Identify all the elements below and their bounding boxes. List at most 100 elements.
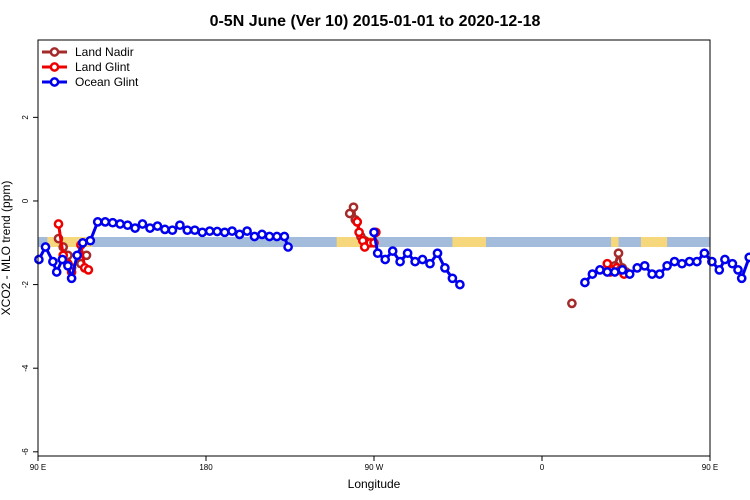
data-point	[189, 225, 200, 236]
y-tick-label: -2	[21, 280, 30, 288]
x-tick-label: 90 E	[702, 463, 718, 472]
data-point	[122, 220, 133, 231]
x-tick-label: 90 E	[30, 463, 46, 472]
data-point	[145, 223, 155, 233]
data-point	[115, 219, 125, 229]
data-point	[257, 229, 267, 240]
data-point	[348, 202, 359, 213]
data-point	[677, 258, 687, 269]
data-point	[669, 256, 680, 267]
data-point	[53, 219, 64, 229]
data-point	[733, 265, 743, 275]
data-point	[175, 220, 185, 231]
data-point	[617, 265, 628, 275]
data-point	[283, 242, 293, 252]
data-point	[380, 254, 391, 265]
data-point	[63, 260, 73, 271]
data-point	[567, 298, 577, 309]
data-point	[432, 248, 443, 259]
y-axis: 2 0 -2 -4 -6	[21, 115, 38, 455]
data-point	[100, 217, 111, 227]
data-point	[219, 227, 230, 238]
data-point	[160, 224, 170, 235]
data-point	[66, 273, 77, 284]
legend-entry-ocean-glint: Ocean Glint	[42, 75, 139, 89]
legend-entry-land-nadir: Land Nadir	[42, 45, 134, 59]
data-point	[234, 229, 245, 240]
legend-label: Land Nadir	[75, 45, 134, 59]
data-point	[279, 231, 290, 242]
legend-swatch-marker	[49, 77, 60, 87]
chart-title: 0-5N June (Ver 10) 2015-01-01 to 2020-12…	[210, 13, 541, 30]
data-point	[595, 265, 605, 275]
data-point	[40, 242, 51, 252]
data-point	[167, 225, 178, 236]
legend-label: Land Glint	[75, 60, 130, 74]
data-point	[57, 254, 68, 265]
data-point	[77, 237, 88, 248]
data-point	[714, 265, 725, 275]
data-point	[85, 235, 96, 246]
data-point	[354, 227, 364, 238]
data-point	[402, 248, 413, 259]
data-point	[107, 217, 118, 228]
y-tick-label: 0	[21, 198, 30, 203]
x-tick-label: 0	[540, 463, 545, 472]
data-point	[662, 260, 672, 271]
series-ocean-glint	[34, 217, 750, 290]
data-point	[34, 254, 44, 265]
data-point	[227, 226, 237, 236]
data-point	[692, 256, 702, 267]
data-point	[182, 225, 193, 236]
y-tick-label: 2	[21, 115, 30, 120]
legend-swatch-marker	[49, 62, 60, 72]
data-point	[647, 269, 657, 279]
data-point	[602, 267, 613, 277]
x-axis: 90 E 180 90 W 0 90 E	[30, 456, 718, 472]
data-point	[264, 231, 275, 242]
x-tick-label: 90 W	[365, 463, 384, 472]
data-point	[609, 267, 620, 277]
data-point	[130, 223, 140, 233]
data-point	[272, 231, 282, 242]
data-point	[352, 217, 363, 227]
data-point	[152, 221, 163, 231]
data-point	[425, 258, 435, 269]
data-point	[455, 279, 465, 290]
data-point	[197, 227, 208, 238]
data-point	[83, 265, 94, 275]
data-point	[447, 273, 458, 284]
legend-label: Ocean Glint	[75, 75, 139, 89]
data-point	[242, 226, 252, 236]
data-point	[92, 217, 103, 227]
data-point	[736, 273, 747, 284]
data-point	[580, 277, 590, 288]
data-point	[613, 248, 624, 259]
data-point	[51, 267, 62, 277]
y-tick-label: -4	[21, 364, 30, 372]
data-point	[639, 260, 650, 271]
data-point	[395, 256, 405, 267]
x-tick-label: 180	[199, 463, 213, 472]
plot-frame	[37, 39, 711, 457]
data-point	[744, 252, 750, 263]
data-point	[720, 254, 730, 265]
data-point	[699, 248, 710, 259]
data-point	[707, 256, 717, 267]
series-land-nadir	[53, 202, 631, 309]
data-point	[632, 263, 643, 273]
legend-swatch-marker	[49, 47, 60, 57]
series-layer	[34, 202, 750, 309]
data-point	[249, 231, 260, 242]
data-point	[48, 256, 58, 267]
data-point	[204, 226, 215, 236]
data-point	[624, 269, 635, 279]
data-point	[137, 219, 148, 229]
data-point	[654, 269, 665, 279]
data-point	[727, 258, 738, 269]
data-point	[410, 256, 420, 267]
data-point	[587, 269, 598, 279]
data-point	[212, 226, 223, 237]
